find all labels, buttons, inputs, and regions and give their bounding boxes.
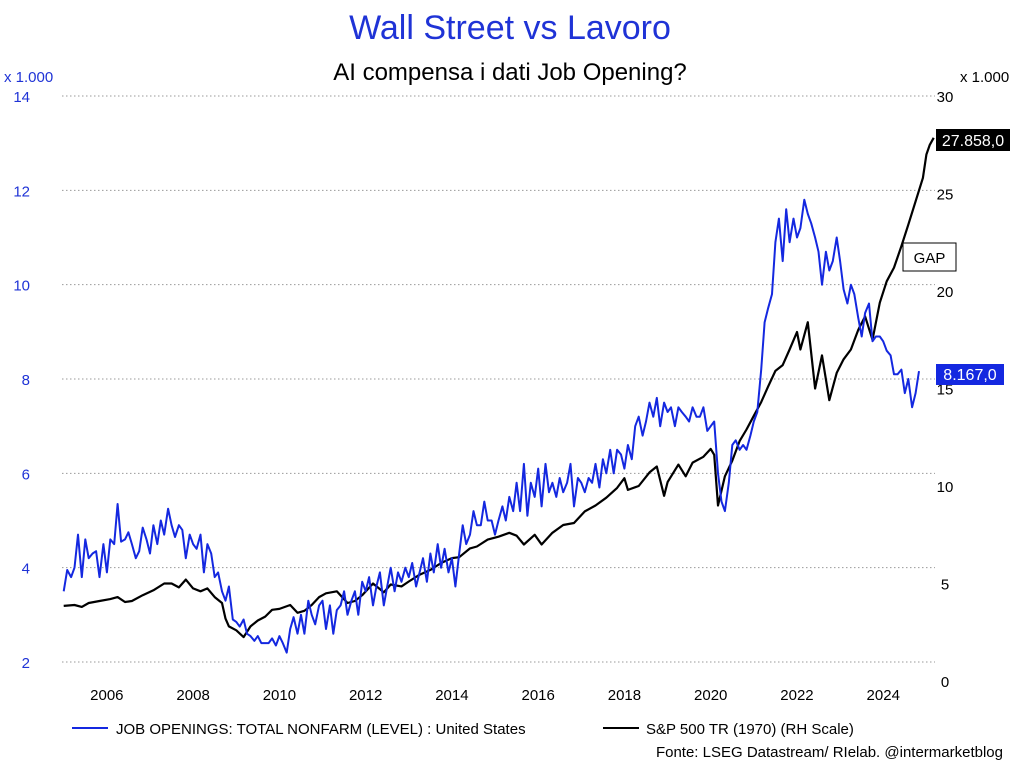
left-tick-label: 14 xyxy=(13,89,30,106)
svg-text:GAP: GAP xyxy=(914,250,946,267)
left-tick-label: 4 xyxy=(22,561,30,578)
x-axis: 2006 2008 2010 2012 2014 2016 2018 2020 2022 2024 xyxy=(90,687,900,704)
right-axis: 0 5 10 15 20 25 30 xyxy=(937,89,954,691)
left-axis-unit: x 1.000 xyxy=(4,69,53,86)
right-tick-label: 5 xyxy=(941,577,949,594)
left-tick-label: 8 xyxy=(22,372,30,389)
x-tick-label: 2022 xyxy=(780,687,813,704)
sp500-last-value-label: 27.858,0 xyxy=(936,129,1010,151)
chart-subtitle: AI compensa i dati Job Opening? xyxy=(333,59,687,86)
left-tick-label: 10 xyxy=(13,278,30,295)
x-tick-label: 2010 xyxy=(263,687,296,704)
right-axis-unit: x 1.000 xyxy=(960,69,1009,86)
legend-jobs-label: JOB OPENINGS: TOTAL NONFARM (LEVEL) : Un… xyxy=(116,721,526,738)
right-tick-label: 0 xyxy=(941,674,949,691)
sp500-series-line xyxy=(63,137,935,639)
jobs-last-value-label: 8.167,0 xyxy=(936,364,1004,385)
source-note: Fonte: LSEG Datastream/ RIelab. @interma… xyxy=(656,744,1003,761)
svg-text:27.858,0: 27.858,0 xyxy=(942,133,1004,150)
right-tick-label: 25 xyxy=(937,187,954,204)
x-tick-label: 2018 xyxy=(608,687,641,704)
legend-sp500-label: S&P 500 TR (1970) (RH Scale) xyxy=(646,721,854,738)
left-axis: 2 4 6 8 10 12 14 xyxy=(13,89,30,672)
gap-annotation: GAP xyxy=(902,242,957,272)
job-openings-series-line xyxy=(62,198,920,654)
right-tick-label: 15 xyxy=(937,382,954,399)
x-tick-label: 2016 xyxy=(521,687,554,704)
x-tick-label: 2012 xyxy=(349,687,382,704)
x-tick-label: 2006 xyxy=(90,687,123,704)
x-tick-label: 2008 xyxy=(176,687,209,704)
right-tick-label: 20 xyxy=(937,284,954,301)
x-tick-label: 2020 xyxy=(694,687,727,704)
x-tick-label: 2014 xyxy=(435,687,468,704)
left-tick-label: 12 xyxy=(13,183,30,200)
chart-title: Wall Street vs Lavoro xyxy=(349,9,671,47)
left-tick-label: 2 xyxy=(22,655,30,672)
left-tick-label: 6 xyxy=(22,466,30,483)
right-tick-label: 10 xyxy=(937,479,954,496)
right-tick-label: 30 xyxy=(937,89,954,106)
svg-text:8.167,0: 8.167,0 xyxy=(943,367,996,384)
legend: JOB OPENINGS: TOTAL NONFARM (LEVEL) : Un… xyxy=(72,721,854,738)
x-tick-label: 2024 xyxy=(867,687,900,704)
gridlines xyxy=(62,95,935,663)
